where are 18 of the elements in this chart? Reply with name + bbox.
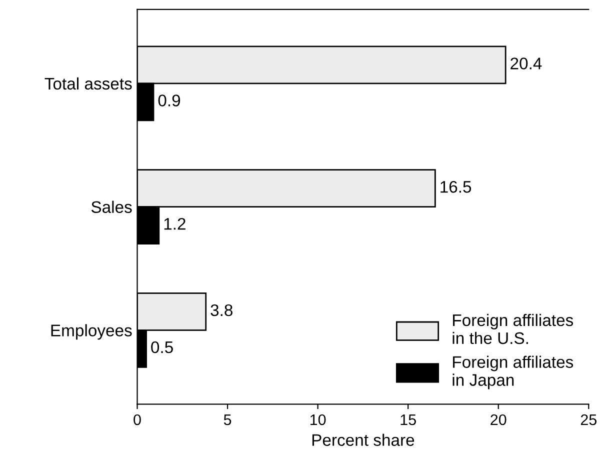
data-label: 20.4 <box>510 58 542 70</box>
x-tick-label: 15 <box>400 414 416 426</box>
data-label: 3.8 <box>210 304 232 316</box>
x-tick-label: 25 <box>580 414 597 426</box>
x-tick-label: 5 <box>224 414 232 426</box>
data-label: 16.5 <box>440 180 472 193</box>
data-label: 0.5 <box>151 341 173 354</box>
data-label: 1.2 <box>164 218 186 230</box>
data-label: 0.9 <box>158 94 180 106</box>
y-tick-label: Sales <box>91 200 132 214</box>
x-axis-title: Percent share <box>312 434 414 446</box>
x-tick-label: 0 <box>134 414 141 426</box>
y-tick-label: Total assets <box>44 77 132 90</box>
x-tick-label: 20 <box>490 414 506 426</box>
legend-label: Foreign affiliates in the U.S. <box>452 314 574 344</box>
legend-label: Foreign affiliates in Japan <box>452 356 574 390</box>
y-tick-label: Employees <box>51 324 132 340</box>
x-tick-label: 10 <box>310 414 326 426</box>
